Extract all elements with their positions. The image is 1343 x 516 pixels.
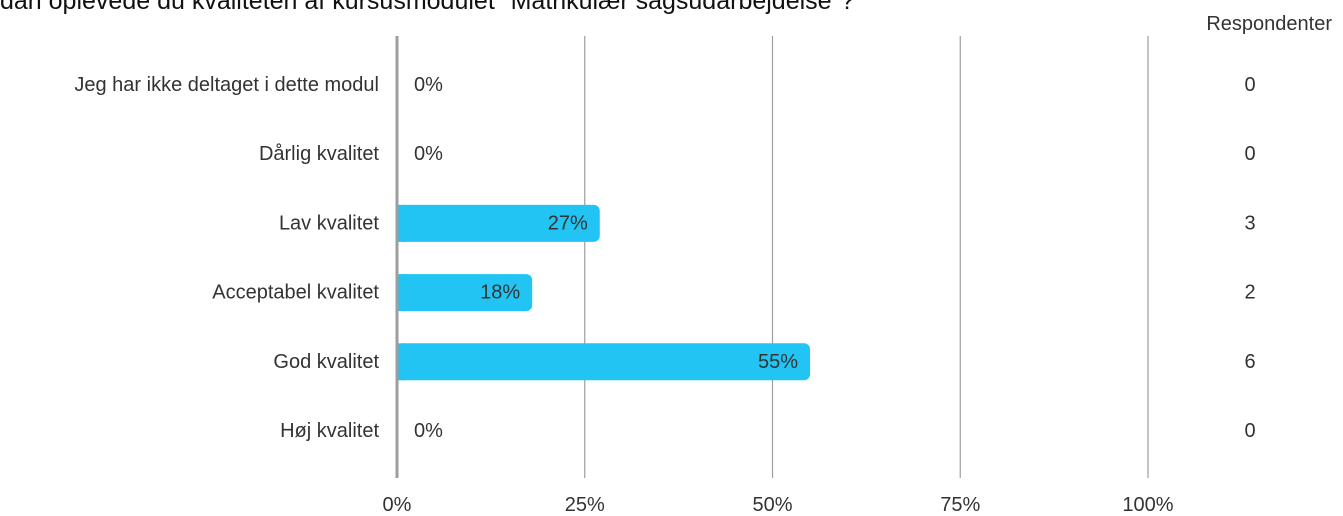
value-label-5: 0% <box>414 420 443 442</box>
value-label-1: 0% <box>414 143 443 165</box>
respondents-count-2: 3 <box>1244 212 1255 234</box>
bar-2[interactable] <box>397 204 600 242</box>
x-tick-label-25: 25% <box>565 494 605 516</box>
category-label-4: God kvalitet <box>273 351 379 373</box>
bar-3[interactable] <box>397 274 533 312</box>
value-label-0: 0% <box>414 74 443 96</box>
respondents-count-1: 0 <box>1244 143 1255 165</box>
chart-title: dan oplevede du kvaliteten af kursusmodu… <box>0 0 855 15</box>
x-tick-label-50: 50% <box>752 494 792 516</box>
bar-base-4 <box>397 343 405 381</box>
category-label-2: Lav kvalitet <box>279 212 379 234</box>
value-label-2: 27% <box>548 212 588 234</box>
category-label-3: Acceptabel kvalitet <box>212 282 379 304</box>
respondents-count-3: 2 <box>1244 282 1255 304</box>
respondents-count-0: 0 <box>1244 74 1255 96</box>
category-label-0: Jeg har ikke deltaget i dette modul <box>74 74 379 96</box>
x-tick-label-0: 0% <box>383 494 412 516</box>
value-label-3: 18% <box>480 282 520 304</box>
value-label-4: 55% <box>758 351 798 373</box>
category-label-5: Høj kvalitet <box>280 420 379 442</box>
category-label-1: Dårlig kvalitet <box>259 143 379 165</box>
respondents-count-4: 6 <box>1244 351 1255 373</box>
x-tick-label-75: 75% <box>940 494 980 516</box>
bar-4[interactable] <box>397 343 811 381</box>
x-tick-label-100: 100% <box>1122 494 1173 516</box>
respondents-count-5: 0 <box>1244 420 1255 442</box>
bar-base-2 <box>397 204 405 242</box>
bar-base-3 <box>397 274 405 312</box>
respondents-column-header: Respondenter <box>1206 13 1332 35</box>
